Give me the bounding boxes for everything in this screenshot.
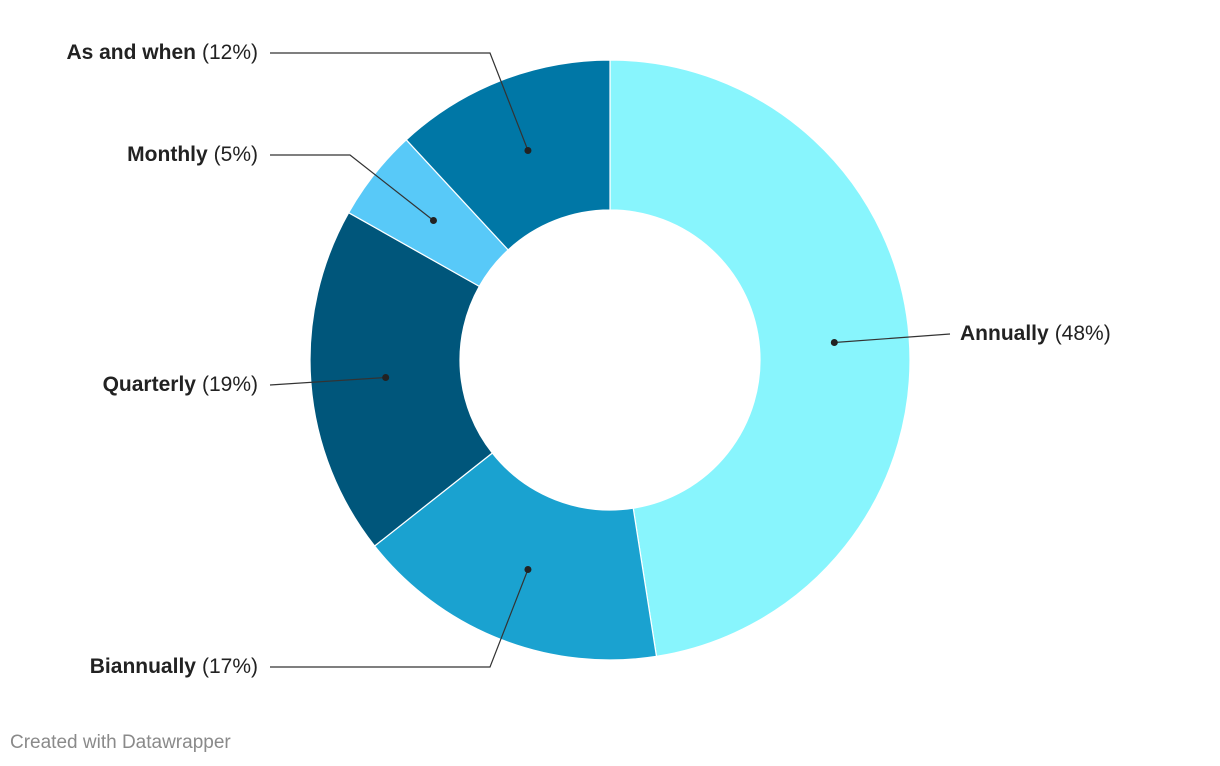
leader-line	[270, 569, 529, 668]
category-name: Annually	[960, 322, 1049, 345]
category-name: Monthly	[127, 143, 208, 166]
value-label: (48%)	[1055, 322, 1111, 345]
value-label: (5%)	[214, 143, 258, 166]
leader-dot	[429, 216, 437, 224]
slice-label: Quarterly (19%)	[103, 373, 258, 396]
leader-dot	[524, 566, 532, 574]
slice-label: Monthly (5%)	[127, 143, 258, 166]
leader-line	[270, 154, 434, 221]
value-label: (17%)	[202, 655, 258, 678]
value-label: (12%)	[202, 41, 258, 64]
donut-slice	[609, 59, 911, 658]
slice-label: Annually (48%)	[960, 322, 1111, 345]
value-label: (19%)	[202, 373, 258, 396]
leader-line	[270, 52, 529, 151]
caption: Created with Datawrapper	[10, 732, 231, 753]
slice-label: As and when (12%)	[66, 41, 258, 64]
donut-slice	[373, 452, 658, 661]
category-name: Biannually	[90, 655, 197, 678]
slice-label: Biannually (17%)	[90, 655, 258, 678]
leader-line	[269, 376, 386, 386]
leader-dot	[382, 373, 390, 381]
category-name: Quarterly	[103, 373, 197, 396]
donut-slice	[405, 59, 611, 251]
leader-dot	[830, 339, 838, 347]
category-name: As and when	[66, 41, 196, 64]
donut-slice	[309, 211, 494, 547]
leader-line	[834, 333, 951, 344]
leader-dot	[524, 146, 532, 154]
